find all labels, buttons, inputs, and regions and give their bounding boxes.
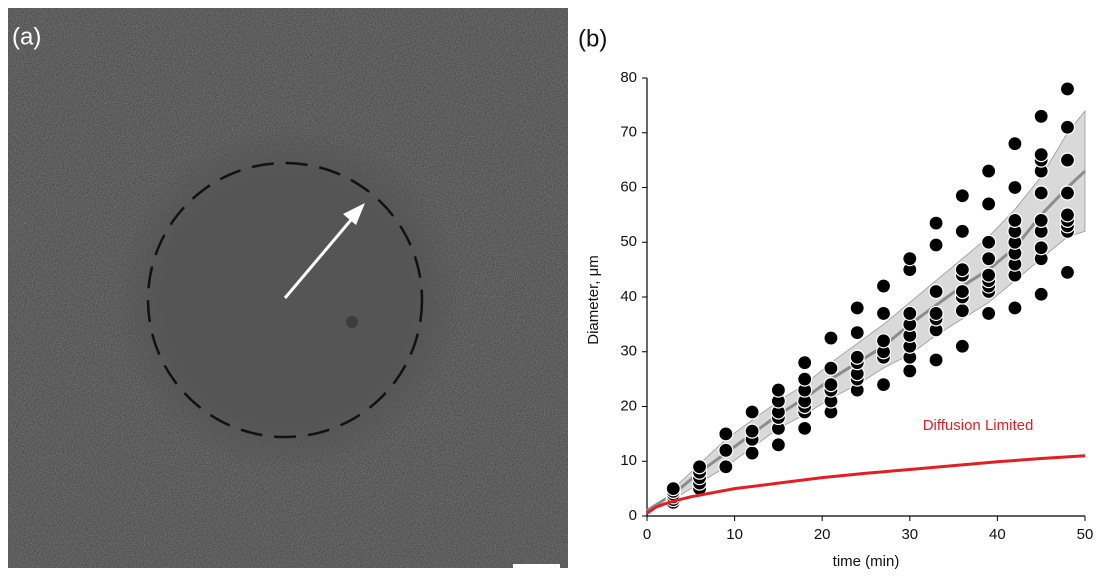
x-tick-label: 50 [1077, 526, 1094, 543]
y-tick-label: 30 [620, 343, 637, 360]
point [1033, 212, 1049, 228]
y-tick-label: 0 [629, 507, 637, 524]
point [797, 420, 813, 436]
x-tick-label: 20 [814, 526, 831, 543]
point [718, 442, 734, 458]
point [875, 278, 892, 294]
y-tick-label: 20 [620, 397, 637, 414]
point [902, 251, 918, 267]
point [981, 163, 997, 179]
panel-label: (b) [578, 25, 607, 52]
y-tick-label: 40 [620, 288, 637, 305]
x-tick-label: 0 [643, 526, 651, 543]
annotation: Diffusion Limited [923, 417, 1034, 434]
y-tick-label: 70 [620, 124, 637, 141]
micrograph [8, 8, 568, 568]
y-axis-label: Diameter, μm [585, 255, 602, 345]
point [849, 300, 865, 316]
point [981, 196, 997, 212]
point [928, 305, 944, 322]
point [981, 305, 997, 322]
point [954, 223, 970, 239]
point [744, 404, 760, 420]
point [744, 445, 760, 461]
x-tick-label: 40 [989, 526, 1006, 543]
line [646, 454, 1086, 515]
point [928, 283, 944, 300]
point [1007, 136, 1023, 152]
y-tick-label: 10 [620, 452, 637, 469]
point [981, 251, 997, 267]
y-tick-label: 60 [620, 178, 637, 195]
point [1059, 185, 1076, 201]
x-tick-label: 30 [901, 526, 918, 543]
point [1033, 108, 1049, 124]
point [718, 459, 734, 475]
point [954, 303, 970, 319]
point [875, 377, 892, 393]
point [691, 459, 708, 475]
point [1033, 185, 1049, 201]
point [823, 360, 839, 376]
confidence-band [672, 109, 1086, 501]
point [744, 423, 760, 439]
point [665, 481, 681, 497]
point [849, 349, 865, 365]
y-tick-label: 50 [620, 233, 637, 250]
point [823, 330, 839, 346]
point [1059, 81, 1076, 97]
point [1007, 179, 1023, 196]
point [1007, 300, 1023, 316]
point [875, 305, 892, 322]
point [797, 371, 813, 387]
point [1059, 119, 1076, 135]
point [954, 262, 970, 278]
point [981, 234, 997, 250]
point [954, 188, 970, 204]
point [928, 215, 944, 231]
x-tick-label: 10 [726, 526, 743, 543]
y-tick-label: 80 [620, 69, 637, 86]
point [928, 237, 944, 253]
point [928, 352, 944, 368]
point [902, 305, 918, 322]
point [1033, 240, 1049, 256]
point [902, 363, 918, 379]
point [954, 338, 970, 354]
point [875, 333, 892, 349]
panel-label: (a) [12, 23, 41, 50]
point [1059, 152, 1076, 168]
point [823, 377, 839, 393]
point [1007, 212, 1023, 228]
point [954, 283, 970, 300]
point [981, 267, 997, 283]
point [770, 382, 787, 398]
point [1033, 147, 1049, 163]
point [1033, 286, 1049, 302]
point [849, 324, 865, 341]
point [770, 437, 787, 453]
point [1059, 264, 1076, 280]
point [797, 355, 813, 371]
point [718, 426, 734, 442]
point [1059, 207, 1076, 223]
x-axis-label: time (min) [833, 553, 900, 570]
